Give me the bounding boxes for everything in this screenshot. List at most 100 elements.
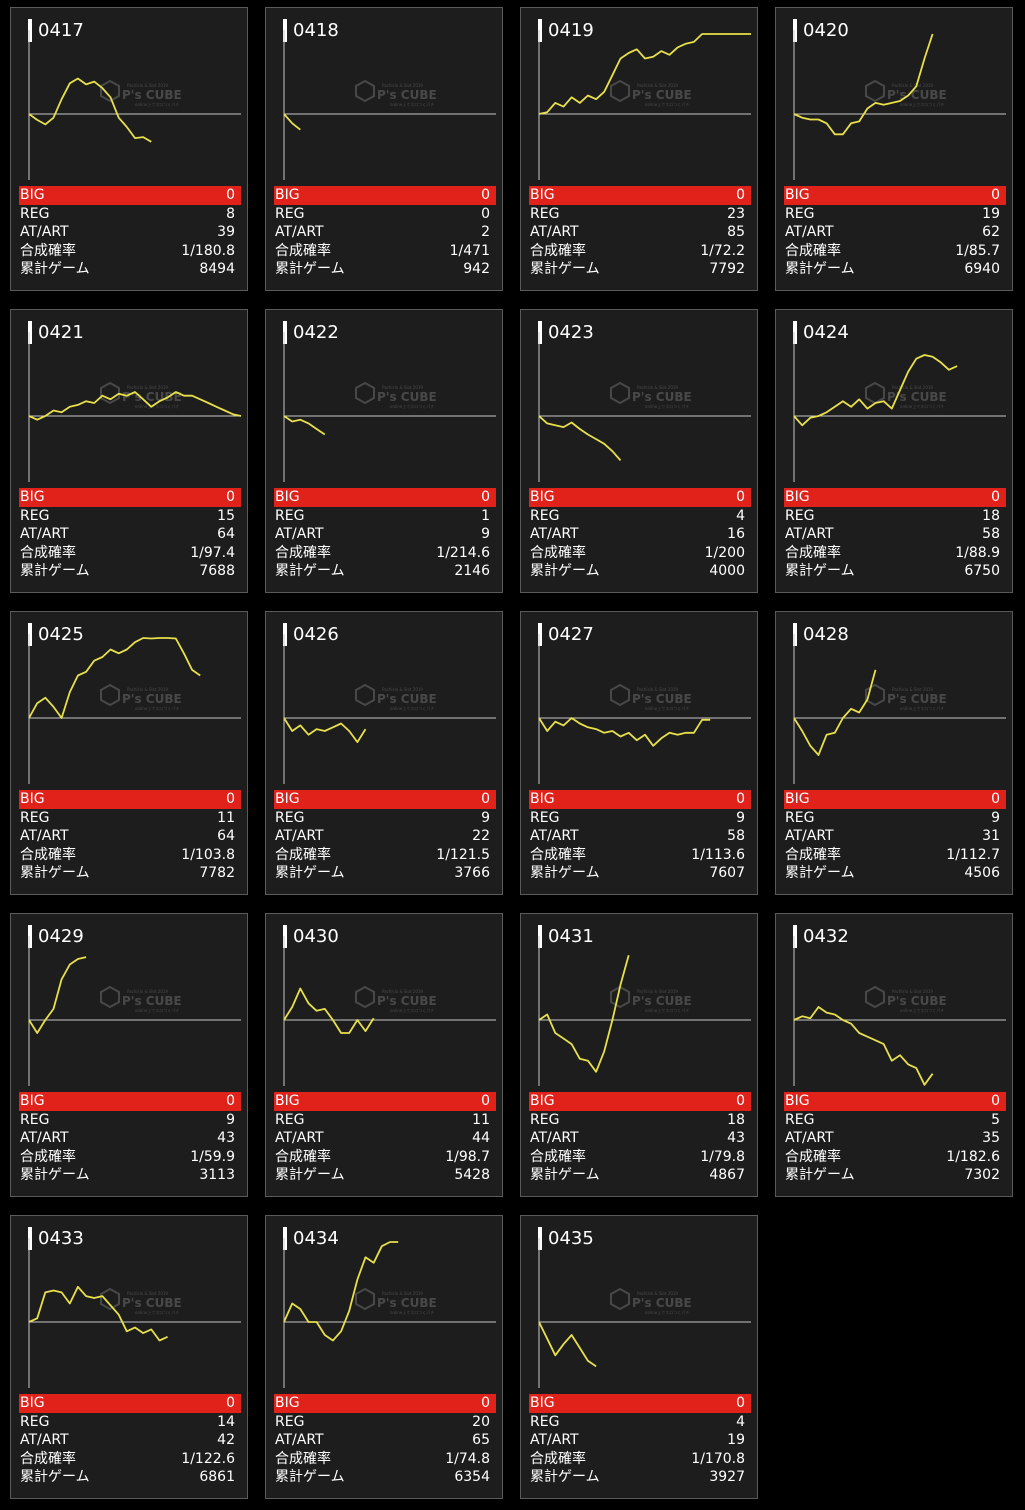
machine-card-0428[interactable]: 0428 Pachislo & Slot 2019 P's CUBE online上で…: [775, 611, 1013, 895]
atart-value: 43: [217, 1130, 235, 1146]
machine-card-0419[interactable]: 0419 Pachislo & Slot 2019 P's CUBE online上で…: [520, 7, 758, 291]
reg-row: REG 0: [274, 205, 496, 224]
games-label: 累計ゲーム: [20, 1167, 90, 1183]
machine-card-0431[interactable]: 0431 Pachislo & Slot 2019 P's CUBE online上で…: [520, 913, 758, 1197]
slump-line: [283, 113, 301, 131]
machine-card-0421[interactable]: 0421 Pachislo & Slot 2019 P's CUBE online上で…: [10, 309, 248, 593]
rate-row: 合成確率 1/214.6: [274, 544, 496, 563]
watermark-brand: P's CUBE: [377, 88, 437, 102]
machine-number: 0418: [293, 20, 339, 41]
rate-row: 合成確率 1/103.8: [19, 846, 241, 865]
stats-table: BIG 0 REG 19 AT/ART 62 合成確率 1/85.7 累計ゲーム 6940: [784, 186, 1006, 279]
reg-label: REG: [20, 1111, 50, 1128]
machine-card-0423[interactable]: 0423 Pachislo & Slot 2019 P's CUBE online上で…: [520, 309, 758, 593]
watermark-top-line: Pachislo & Slot 2019: [892, 687, 933, 692]
big-row: BIG 0: [784, 1092, 1006, 1111]
title-accent-bar: [283, 1227, 287, 1250]
machine-card-0429[interactable]: 0429 Pachislo & Slot 2019 P's CUBE online上で…: [10, 913, 248, 1197]
watermark-bottom-line: online上でスロつくパチ: [900, 1007, 944, 1013]
reg-label: REG: [785, 809, 815, 826]
big-label: BIG: [785, 1093, 810, 1109]
games-row: 累計ゲーム 6940: [784, 260, 1006, 279]
title-accent-bar: [793, 19, 797, 42]
machine-card-0435[interactable]: 0435 Pachislo & Slot 2019 P's CUBE online上で…: [520, 1215, 758, 1499]
machine-card-0427[interactable]: 0427 Pachislo & Slot 2019 P's CUBE online上で…: [520, 611, 758, 895]
machine-number: 0419: [548, 20, 594, 41]
atart-value: 16: [727, 526, 745, 542]
rate-value: 1/59.9: [190, 1148, 235, 1165]
reg-value: 18: [982, 507, 1000, 524]
reg-label: REG: [785, 205, 815, 222]
reg-label: REG: [20, 1413, 50, 1430]
reg-label: REG: [275, 1111, 305, 1128]
rate-row: 合成確率 1/113.6: [529, 846, 751, 865]
games-value: 6940: [964, 261, 1000, 277]
machine-card-0422[interactable]: 0422 Pachislo & Slot 2019 P's CUBE online上で…: [265, 309, 503, 593]
cube-icon: [100, 985, 120, 1009]
machine-card-0433[interactable]: 0433 Pachislo & Slot 2019 P's CUBE online上で…: [10, 1215, 248, 1499]
rate-row: 合成確率 1/170.8: [529, 1450, 751, 1469]
watermark-brand: P's CUBE: [377, 994, 437, 1008]
watermark-bottom-line: online上でスロつくパチ: [645, 705, 689, 711]
rate-row: 合成確率 1/471: [274, 242, 496, 261]
machine-card-0420[interactable]: 0420 Pachislo & Slot 2019 P's CUBE online上で…: [775, 7, 1013, 291]
rate-row: 合成確率 1/121.5: [274, 846, 496, 865]
slump-line: [538, 1321, 597, 1368]
rate-value: 1/112.7: [946, 846, 1000, 863]
title-accent-bar: [793, 925, 797, 948]
rate-label: 合成確率: [530, 1148, 586, 1165]
machine-number: 0430: [293, 926, 339, 947]
title-accent-bar: [283, 623, 287, 646]
machine-card-0417[interactable]: 0417 Pachislo & Slot 2019 P's CUBE online上で…: [10, 7, 248, 291]
title-accent-bar: [28, 19, 32, 42]
atart-label: AT/ART: [785, 1130, 834, 1146]
slump-line: [28, 637, 201, 719]
stats-table: BIG 0 REG 20 AT/ART 65 合成確率 1/74.8 累計ゲーム 6354: [274, 1394, 496, 1487]
machine-card-0424[interactable]: 0424 Pachislo & Slot 2019 P's CUBE online上で…: [775, 309, 1013, 593]
watermark-brand: P's CUBE: [632, 88, 692, 102]
rate-value: 1/170.8: [691, 1450, 745, 1467]
title-accent-bar: [538, 1227, 542, 1250]
big-label: BIG: [275, 187, 300, 203]
reg-row: REG 19: [784, 205, 1006, 224]
machine-number: 0428: [803, 624, 849, 645]
rate-label: 合成確率: [530, 1450, 586, 1467]
big-row: BIG 0: [274, 1394, 496, 1413]
big-value: 0: [481, 489, 490, 505]
machine-card-0432[interactable]: 0432 Pachislo & Slot 2019 P's CUBE online上で…: [775, 913, 1013, 1197]
stats-table: BIG 0 REG 23 AT/ART 85 合成確率 1/72.2 累計ゲーム 7792: [529, 186, 751, 279]
big-value: 0: [481, 791, 490, 807]
machine-card-0418[interactable]: 0418 Pachislo & Slot 2019 P's CUBE online上で…: [265, 7, 503, 291]
rate-row: 合成確率 1/72.2: [529, 242, 751, 261]
big-label: BIG: [785, 187, 810, 203]
atart-row: AT/ART 64: [19, 827, 241, 846]
games-row: 累計ゲーム 4867: [529, 1166, 751, 1185]
watermark-bottom-line: online上でスロつくパチ: [645, 403, 689, 409]
stats-table: BIG 0 REG 0 AT/ART 2 合成確率 1/471 累計ゲーム 942: [274, 186, 496, 279]
big-value: 0: [226, 1093, 235, 1109]
machine-card-0425[interactable]: 0425 Pachislo & Slot 2019 P's CUBE online上で…: [10, 611, 248, 895]
slump-line: [793, 33, 934, 136]
slump-line: [283, 1241, 399, 1342]
watermark-brand: P's CUBE: [632, 994, 692, 1008]
title-accent-bar: [538, 623, 542, 646]
watermark-brand: P's CUBE: [887, 88, 947, 102]
reg-value: 9: [226, 1111, 235, 1128]
machine-card-0426[interactable]: 0426 Pachislo & Slot 2019 P's CUBE online上で…: [265, 611, 503, 895]
watermark-brand: P's CUBE: [632, 390, 692, 404]
machine-card-0434[interactable]: 0434 Pachislo & Slot 2019 P's CUBE online上で…: [265, 1215, 503, 1499]
machine-number: 0424: [803, 322, 849, 343]
games-value: 3766: [454, 865, 490, 881]
big-label: BIG: [275, 1093, 300, 1109]
slump-line: [538, 415, 622, 461]
machine-card-0430[interactable]: 0430 Pachislo & Slot 2019 P's CUBE online上で…: [265, 913, 503, 1197]
